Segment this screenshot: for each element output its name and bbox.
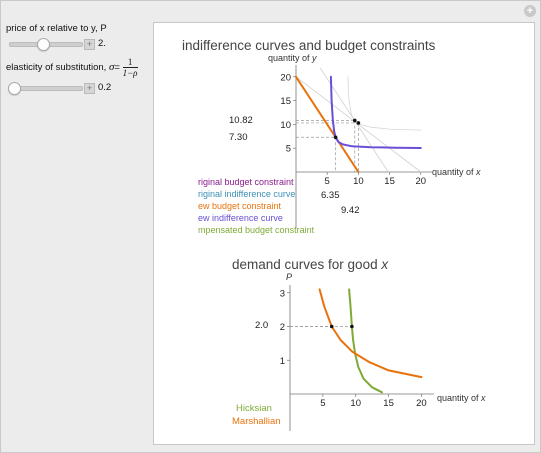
chart1-xlabel-var: x <box>475 167 481 177</box>
elasticity-label-prefix: elasticity of substitution, <box>6 62 109 74</box>
price-slider-thumb[interactable] <box>36 38 50 51</box>
chart1-xlabel-prefix: quantity of <box>432 167 476 177</box>
c2-y-tick-label-2: 2 <box>280 322 285 333</box>
legend-new-budget: ew budget constraint <box>198 201 282 211</box>
chart2-title-var: x <box>380 257 389 272</box>
chart1-y-marker-2: 7.30 <box>229 132 248 143</box>
c1-y-tick-label-15: 15 <box>280 96 291 107</box>
legend-new-indifference: ew indifference curve <box>198 213 283 223</box>
c1-series-compensated-budget-constraint <box>319 68 389 173</box>
c2-series-Hicksian <box>348 288 383 394</box>
c2-x-tick-label-5: 5 <box>320 398 325 409</box>
c2-point-0 <box>329 324 334 329</box>
c1-y-tick-label-10: 10 <box>280 120 291 131</box>
chart2-title-prefix: demand curves for good <box>232 257 381 272</box>
price-value: 2. <box>98 38 106 49</box>
chart2-y-marker: 2.0 <box>255 320 268 331</box>
output-panel: indifference curves and budget constrain… <box>153 22 535 445</box>
chart1-x-marker-1: 6.35 <box>321 190 340 201</box>
chart2-axes <box>289 285 434 431</box>
c1-point-0 <box>333 135 338 140</box>
chart1-legend: riginal budget constraint riginal indiff… <box>198 177 315 235</box>
c2-x-tick-label-10: 10 <box>350 398 361 409</box>
legend-compensated-budget: mpensated budget constraint <box>198 225 315 235</box>
chart2-xlabel: quantity of x <box>437 393 486 403</box>
sigma-symbol: σ <box>108 61 115 74</box>
chart2-ylabel: P <box>286 272 292 282</box>
elasticity-label: elasticity of substitution, σ= 1 1−ρ <box>6 57 138 78</box>
chart2-title: demand curves for good x <box>232 257 389 272</box>
c1-x-tick-label-20: 20 <box>415 176 426 187</box>
elasticity-slider-thumb[interactable] <box>8 82 22 95</box>
c2-y-tick-label-3: 3 <box>280 288 285 299</box>
chart1-axes <box>295 65 433 228</box>
legend-hicksian: Hicksian <box>236 403 272 414</box>
chart2-ticks: 5 10 15 20 1 2 3 <box>280 288 427 409</box>
chart2-points <box>329 324 354 329</box>
fraction-denominator: 1−ρ <box>122 68 138 78</box>
chart2-xlabel-prefix: quantity of <box>437 393 481 403</box>
price-label: price of x relative to y, P <box>6 23 107 34</box>
chart1-ticks: 5 10 15 20 5 10 15 20 <box>280 72 426 187</box>
price-expand-icon[interactable]: + <box>84 39 95 50</box>
chart2-xlabel-var: x <box>480 393 486 403</box>
chart1-ylabel-prefix: quantity of <box>268 53 312 63</box>
elasticity-expand-icon[interactable]: + <box>84 83 95 94</box>
c2-point-1 <box>350 324 354 329</box>
c1-x-tick-label-15: 15 <box>384 176 395 187</box>
chart1-title: indifference curves and budget constrain… <box>182 38 436 53</box>
legend-marshallian: Marshallian <box>232 416 281 427</box>
chart1-points <box>333 118 361 140</box>
c2-x-tick-label-15: 15 <box>383 398 394 409</box>
c1-point-1 <box>352 118 357 123</box>
c2-y-tick-label-1: 1 <box>280 356 285 367</box>
c1-y-tick-label-5: 5 <box>286 144 291 155</box>
fraction-numerator: 1 <box>122 57 138 68</box>
c1-series-new-budget-constraint <box>295 75 360 173</box>
options-plus-icon[interactable]: + <box>524 5 536 17</box>
chart1-xlabel: quantity of x <box>432 167 481 177</box>
chart1-y-marker-1: 10.82 <box>229 115 253 126</box>
c1-series-new-indifference-curve <box>329 75 422 149</box>
c1-point-2 <box>356 121 361 125</box>
chart1-ylabel-var: y <box>311 53 317 63</box>
c1-x-tick-label-10: 10 <box>353 176 364 187</box>
chart2-legend: Hicksian Marshallian <box>232 403 281 427</box>
charts-svg: indifference curves and budget constrain… <box>182 38 486 431</box>
c1-y-tick-label-20: 20 <box>280 72 291 83</box>
sigma-fraction: 1 1−ρ <box>122 57 138 78</box>
c1-x-tick-label-5: 5 <box>325 176 330 187</box>
c2-series-Marshallian <box>318 288 423 379</box>
chart2-series <box>318 288 423 394</box>
legend-original-indifference: riginal indifference curve <box>198 189 295 199</box>
equals-sign: = <box>114 62 120 74</box>
chart1-x-marker-2: 9.42 <box>341 205 360 216</box>
chart1-ylabel: quantity of y <box>268 53 317 63</box>
elasticity-value: 0.2 <box>98 82 112 93</box>
c2-x-tick-label-20: 20 <box>416 398 427 409</box>
legend-original-budget: riginal budget constraint <box>198 177 294 187</box>
